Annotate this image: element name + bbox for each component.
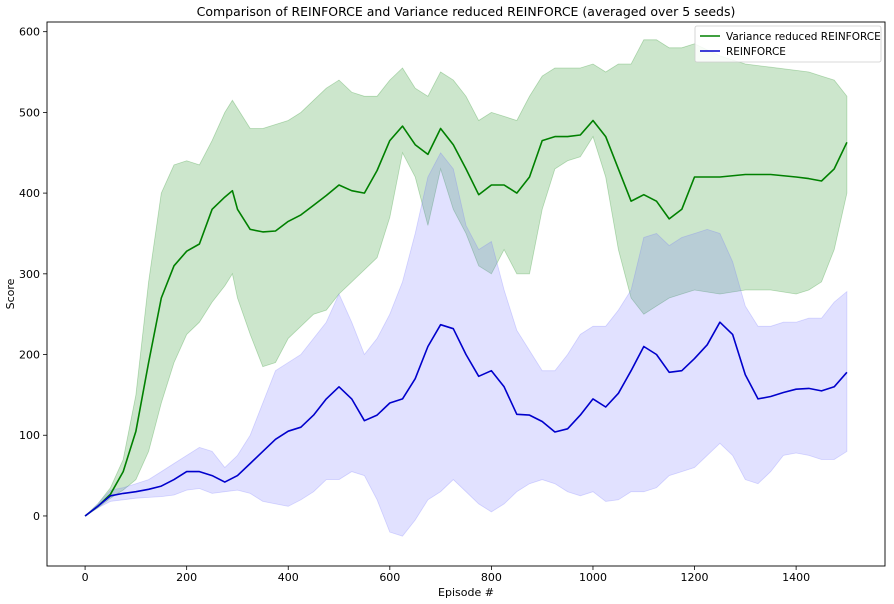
legend-label-reinforce: REINFORCE [726,46,786,58]
x-tick-label: 1000 [579,571,607,584]
plot-area [84,39,848,537]
y-tick-label: 600 [19,26,40,39]
reinforce-line [84,321,848,517]
x-tick-label: 1200 [681,571,709,584]
y-tick-label: 0 [33,510,40,523]
y-tick-label: 200 [19,349,40,362]
y-tick-label: 500 [19,106,40,119]
y-tick-label: 400 [19,187,40,200]
x-tick-label: 1400 [782,571,810,584]
y-tick-label: 100 [19,429,40,442]
y-axis: 0 100 200 300 400 500 600 [19,26,47,523]
y-axis-label: Score [4,278,17,309]
chart-title: Comparison of REINFORCE and Variance red… [197,4,736,19]
x-axis: 0 200 400 600 800 1000 1200 1400 [82,566,810,584]
x-tick-label: 600 [379,571,400,584]
x-tick-label: 800 [481,571,502,584]
x-tick-label: 200 [176,571,197,584]
y-tick-label: 300 [19,268,40,281]
legend: Variance reduced REINFORCE REINFORCE [694,25,882,63]
x-tick-label: 0 [82,571,89,584]
variance-reduced-reinforce-line [84,119,848,517]
legend-label-variance-reduced-reinforce: Variance reduced REINFORCE [726,31,881,43]
variance-reduced-reinforce-band [84,39,848,517]
legend-box [694,25,882,63]
x-tick-label: 400 [278,571,299,584]
x-axis-label: Episode # [438,586,494,599]
plot-frame [46,21,886,567]
